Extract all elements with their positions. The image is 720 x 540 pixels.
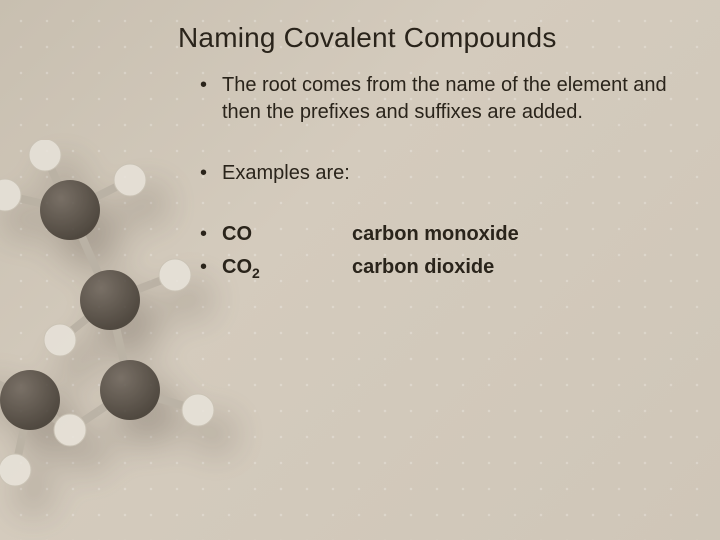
bullet-list: The root comes from the name of the elem… bbox=[178, 72, 700, 283]
formula-subscript: 2 bbox=[252, 265, 260, 281]
example-formula: CO2 bbox=[222, 254, 352, 283]
formula-base: CO bbox=[222, 256, 252, 278]
example-name: carbon monoxide bbox=[352, 221, 519, 248]
bullet-item: The root comes from the name of the elem… bbox=[222, 72, 700, 126]
bullet-example: CO2 carbon dioxide bbox=[222, 254, 700, 283]
slide-content: Naming Covalent Compounds The root comes… bbox=[178, 22, 700, 289]
slide-title: Naming Covalent Compounds bbox=[178, 22, 700, 54]
bullet-example: CO carbon monoxide bbox=[222, 221, 700, 248]
bullet-item: Examples are: bbox=[222, 160, 700, 187]
example-formula: CO bbox=[222, 221, 352, 248]
example-name: carbon dioxide bbox=[352, 254, 494, 283]
